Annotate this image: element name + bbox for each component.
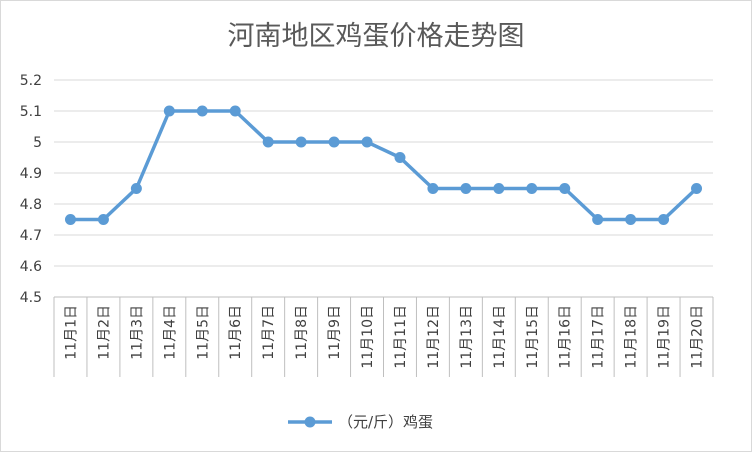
data-point (394, 152, 406, 163)
x-tick-label: 11月16日 (558, 305, 574, 369)
data-point (196, 105, 208, 117)
legend-label: （元/斤）鸡蛋 (338, 413, 433, 431)
data-point (625, 214, 637, 225)
x-tick-label: 11月17日 (591, 305, 607, 369)
legend: （元/斤）鸡蛋 (288, 413, 433, 431)
data-point (163, 105, 175, 117)
data-point (361, 136, 373, 148)
y-tick-label: 4.8 (20, 197, 42, 213)
x-tick-label: 11月9日 (327, 305, 343, 360)
x-tick-label: 11月2日 (96, 305, 112, 360)
y-tick-label: 4.9 (20, 166, 42, 182)
x-tick-label: 11月13日 (459, 305, 475, 369)
y-tick-label: 5.1 (20, 104, 42, 120)
chart-title: 河南地区鸡蛋价格走势图 (228, 21, 525, 52)
x-tick-label: 11月15日 (525, 305, 541, 369)
y-tick-label: 4.5 (20, 290, 42, 306)
y-axis: 4.5 4.6 4.7 4.8 4.9 5 5.1 5.2 (20, 73, 42, 306)
data-point (229, 105, 241, 117)
data-point (559, 183, 571, 194)
x-tick-label: 11月6日 (228, 305, 244, 360)
y-tick-label: 4.7 (20, 228, 42, 244)
x-tick-label: 11月5日 (195, 305, 211, 360)
x-tick-label: 11月8日 (294, 305, 310, 360)
data-point (460, 183, 472, 194)
x-tick-label: 11月3日 (129, 305, 145, 360)
data-point (130, 183, 142, 194)
x-tick-label: 11月11日 (393, 305, 409, 369)
data-point (493, 183, 505, 194)
x-tick-label: 11月7日 (261, 305, 277, 360)
data-point (97, 214, 109, 225)
data-point (658, 214, 670, 225)
x-tick-label: 11月1日 (63, 305, 79, 360)
data-point (64, 214, 76, 225)
series-group (64, 105, 703, 225)
data-point (691, 183, 703, 194)
x-tick-label: 11月20日 (690, 305, 706, 369)
data-point (592, 214, 604, 225)
data-point (526, 183, 538, 194)
x-tick-label: 11月10日 (360, 305, 376, 369)
x-tick-label: 11月18日 (624, 305, 640, 369)
data-point (262, 136, 274, 148)
y-tick-label: 5.2 (20, 73, 42, 89)
x-tick-label: 11月12日 (426, 305, 442, 369)
gridlines (54, 79, 713, 267)
legend-marker (304, 416, 316, 428)
y-tick-label: 4.6 (20, 259, 42, 275)
series-line (68, 109, 699, 222)
data-point (328, 136, 340, 148)
x-tick-label: 11月19日 (657, 305, 673, 369)
x-axis: 11月1日 11月2日 11月3日 11月4日 11月5日 11月6日 11月7日 11月8日… (53, 296, 714, 377)
data-point (295, 136, 307, 148)
data-point (427, 183, 439, 194)
x-tick-label: 11月14日 (492, 305, 508, 369)
x-tick-label: 11月4日 (162, 305, 178, 360)
y-tick-label: 5 (33, 135, 42, 151)
